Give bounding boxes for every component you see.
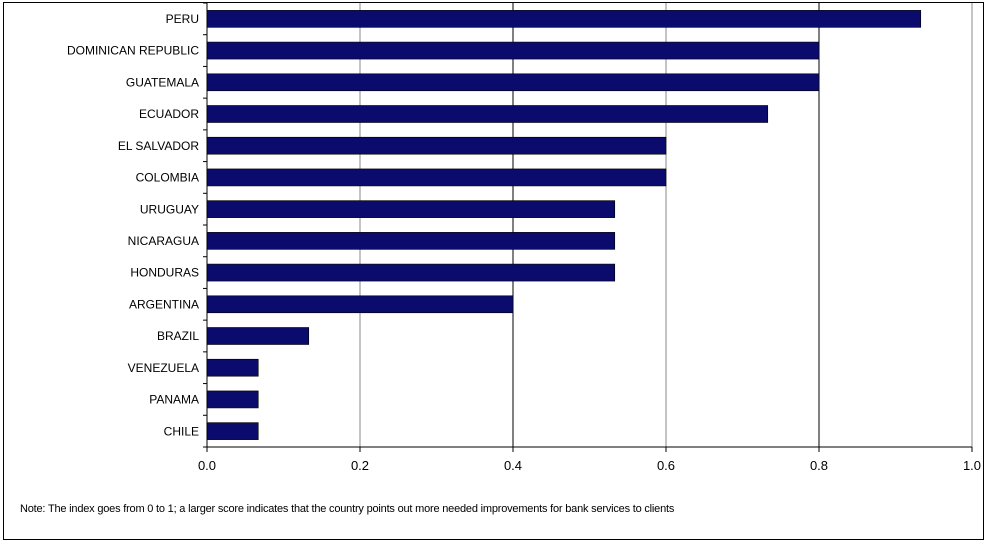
bar-ecuador: [206, 105, 769, 123]
bar-el-salvador: [206, 136, 667, 155]
bar-panama: [206, 390, 259, 409]
category-label: ECUADOR: [139, 107, 199, 121]
x-tick-label: 1.0: [963, 458, 981, 473]
x-tick-label: 0.8: [810, 458, 828, 473]
x-tick-label: 0.2: [351, 458, 369, 473]
category-label: NICARAGUA: [128, 234, 199, 248]
bar-peru: [206, 10, 922, 28]
x-tick-label: 0.6: [657, 458, 675, 473]
category-label: PERU: [166, 12, 199, 26]
x-tick-label: 0.0: [198, 458, 216, 473]
bar-dominican-republic: [206, 41, 820, 60]
category-label: GUATEMALA: [126, 75, 199, 89]
chart-note: Note: The index goes from 0 to 1; a larg…: [20, 503, 675, 515]
category-label: VENEZUELA: [128, 361, 199, 375]
category-label: DOMINICAN REPUBLIC: [67, 44, 199, 58]
x-tick-label: 0.4: [504, 458, 522, 473]
category-label: URUGUAY: [140, 202, 199, 216]
bar-uruguay: [206, 200, 616, 218]
category-label: PANAMA: [149, 393, 199, 407]
bar-nicaragua: [206, 232, 616, 250]
bar-brazil: [206, 327, 310, 345]
category-label: COLOMBIA: [136, 171, 199, 185]
category-label: HONDURAS: [130, 266, 199, 280]
bar-colombia: [206, 168, 667, 187]
category-label: ARGENTINA: [129, 297, 199, 311]
bar-chile: [206, 422, 259, 440]
category-label: CHILE: [164, 424, 199, 438]
category-label: BRAZIL: [157, 329, 199, 343]
category-label: EL SALVADOR: [118, 139, 199, 153]
bar-guatemala: [206, 73, 820, 92]
bar-venezuela: [206, 358, 259, 377]
bar-argentina: [206, 295, 514, 314]
bar-honduras: [206, 263, 616, 282]
